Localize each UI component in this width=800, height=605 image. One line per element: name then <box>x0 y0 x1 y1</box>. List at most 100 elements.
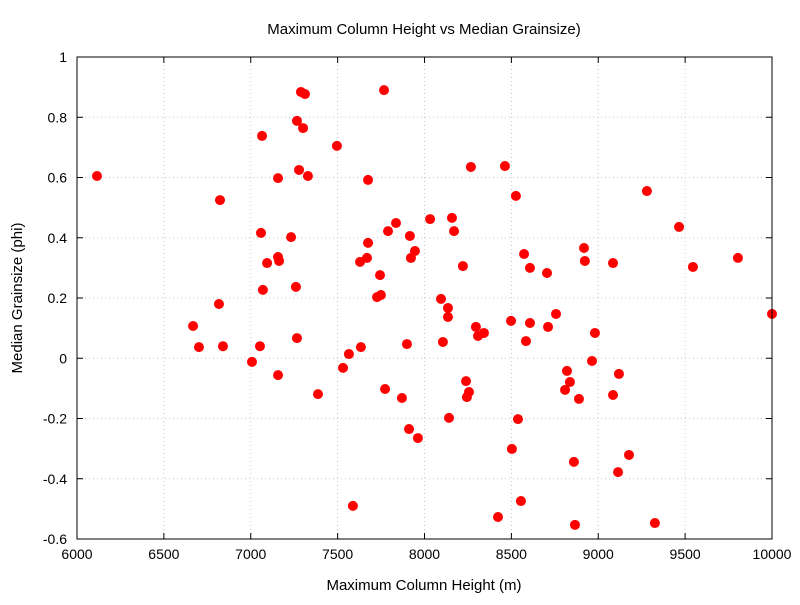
y-tick-label: 0.6 <box>48 170 68 186</box>
data-point <box>499 161 510 172</box>
data-point <box>404 230 415 241</box>
data-point <box>524 262 535 273</box>
y-tick-label: -0.6 <box>43 531 67 547</box>
data-point <box>273 370 284 381</box>
data-point <box>375 289 386 300</box>
data-point <box>586 355 597 366</box>
data-point <box>262 258 273 269</box>
x-tick-label: 8500 <box>496 546 527 562</box>
data-point <box>379 85 390 96</box>
data-point <box>412 433 423 444</box>
data-point <box>347 500 358 511</box>
data-point <box>443 412 454 423</box>
data-point <box>391 217 402 228</box>
data-point <box>524 318 535 329</box>
data-point <box>273 173 284 184</box>
data-point <box>541 267 552 278</box>
data-point <box>478 327 489 338</box>
data-point <box>409 246 420 257</box>
data-point <box>687 261 698 272</box>
y-tick-label: 0.4 <box>48 230 68 246</box>
x-tick-label: 8000 <box>409 546 440 562</box>
data-point <box>401 339 412 350</box>
data-point <box>437 336 448 347</box>
data-point <box>561 365 572 376</box>
data-point <box>290 281 301 292</box>
data-point <box>520 336 531 347</box>
data-point <box>217 341 228 352</box>
data-point <box>343 349 354 360</box>
data-point <box>361 252 372 263</box>
data-point <box>312 389 323 400</box>
data-point <box>331 140 342 151</box>
data-point <box>425 214 436 225</box>
grid <box>76 56 773 540</box>
data-point <box>274 255 285 266</box>
data-point <box>363 237 374 248</box>
x-tick-label: 9500 <box>670 546 701 562</box>
data-point <box>510 190 521 201</box>
data-point <box>624 449 635 460</box>
data-point <box>470 321 481 332</box>
data-point <box>298 123 309 134</box>
data-point <box>442 302 453 313</box>
data-point <box>449 226 460 237</box>
plot-frame <box>76 56 773 540</box>
data-point <box>579 255 590 266</box>
data-point <box>589 327 600 338</box>
y-tick-label: 1 <box>59 49 67 65</box>
data-point <box>338 362 349 373</box>
data-point <box>91 170 102 181</box>
y-tick-label: 0 <box>59 350 67 366</box>
data-point <box>608 258 619 269</box>
data-point <box>543 321 554 332</box>
data-point <box>465 161 476 172</box>
x-tick-label: 9000 <box>583 546 614 562</box>
data-point <box>294 164 305 175</box>
data-point <box>257 130 268 141</box>
data-point <box>193 342 204 353</box>
data-point <box>256 227 267 238</box>
axis-ticks: 6000 6500 7000 7500 8000 8500 9000 9500 10000 -0.… <box>43 49 792 562</box>
data-point <box>254 341 265 352</box>
data-point <box>512 414 523 425</box>
data-point <box>404 424 415 435</box>
data-point <box>246 356 257 367</box>
data-point <box>291 333 302 344</box>
data-point <box>383 226 394 237</box>
data-point <box>214 195 225 206</box>
data-point <box>641 186 652 197</box>
data-point <box>442 311 453 322</box>
data-point <box>257 284 268 295</box>
data-point <box>569 519 580 530</box>
x-tick-label: 7500 <box>322 546 353 562</box>
x-tick-label: 10000 <box>753 546 792 562</box>
y-tick-label: -0.4 <box>43 471 67 487</box>
data-point <box>613 368 624 379</box>
x-tick-label: 6000 <box>61 546 92 562</box>
data-point <box>457 261 468 272</box>
data-point <box>564 377 575 388</box>
data-point <box>188 321 199 332</box>
data-point <box>461 376 472 387</box>
data-point <box>463 386 474 397</box>
data-point <box>613 467 624 478</box>
x-tick-label: 7000 <box>235 546 266 562</box>
data-point <box>291 115 302 126</box>
y-tick-label: 0.2 <box>48 290 68 306</box>
chart-title: Maximum Column Height vs Median Grainsiz… <box>267 21 580 38</box>
data-point <box>446 212 457 223</box>
data-point <box>674 221 685 232</box>
data-point <box>355 342 366 353</box>
data-point <box>375 270 386 281</box>
data-point <box>506 315 517 326</box>
data-point <box>363 174 374 185</box>
data-point <box>213 299 224 310</box>
data-point <box>299 89 310 100</box>
data-points <box>91 85 777 530</box>
data-point <box>732 252 743 263</box>
data-point <box>560 384 571 395</box>
y-tick-label: -0.2 <box>43 411 67 427</box>
data-point <box>515 496 526 507</box>
